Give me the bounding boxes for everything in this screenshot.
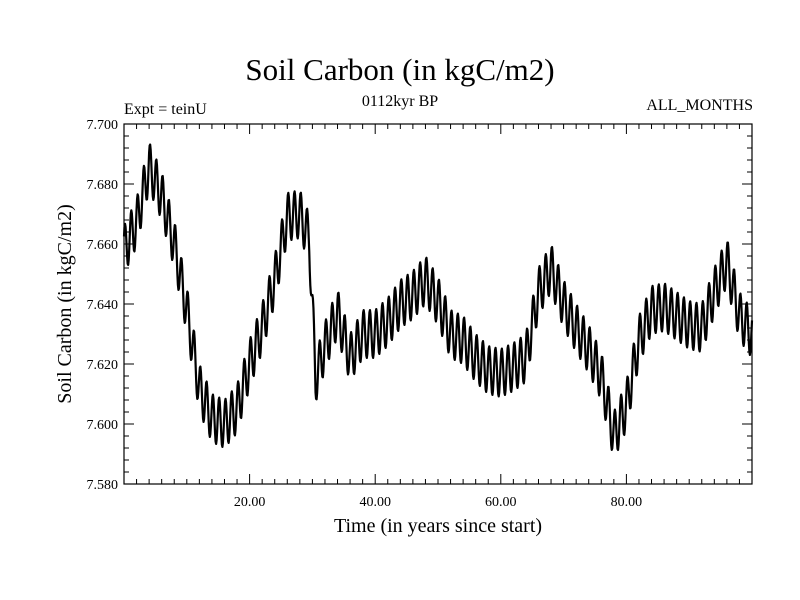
y-tick-label: 7.580 <box>87 478 119 493</box>
y-tick-label: 7.620 <box>87 358 119 373</box>
y-tick-label: 7.660 <box>87 238 119 253</box>
tick-labels: 20.00 40.00 60.00 80.00 7.580 7.600 7.620 7.640… <box>87 118 643 510</box>
chart-subtitle: 0112kyr BP <box>361 93 439 110</box>
plot-frame <box>123 123 753 485</box>
y-tick-label: 7.600 <box>87 418 119 433</box>
soil-carbon-series-line <box>122 143 754 452</box>
x-tick-label: 20.00 <box>234 495 266 510</box>
x-tick-label: 80.00 <box>611 495 643 510</box>
y-tick-label: 7.680 <box>87 178 119 193</box>
y-tick-label: 7.700 <box>87 118 119 133</box>
x-axis-title: Time (in years since start) <box>334 515 542 537</box>
y-tick-label: 7.640 <box>87 298 119 313</box>
y-axis-title: Soil Carbon (in kgC/m2) <box>54 204 76 403</box>
experiment-label: Expt = teinU <box>124 101 207 118</box>
x-tick-label: 60.00 <box>485 495 517 510</box>
months-label: ALL_MONTHS <box>646 97 753 114</box>
x-tick-label: 40.00 <box>359 495 391 510</box>
chart-title: Soil Carbon (in kgC/m2) <box>245 52 555 87</box>
